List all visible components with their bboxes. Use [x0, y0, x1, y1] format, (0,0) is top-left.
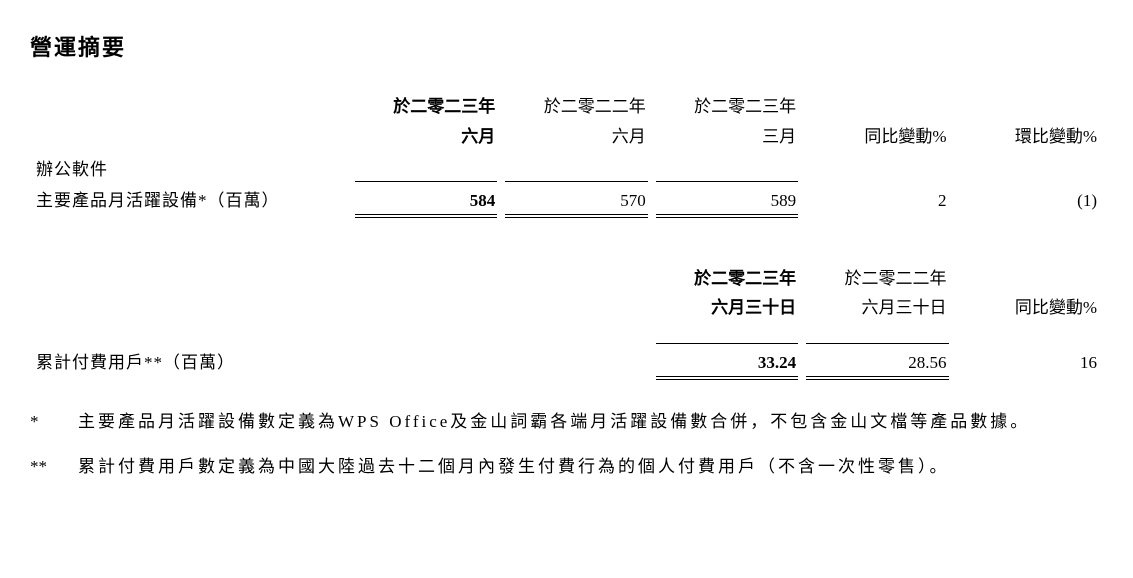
section-row: 辦公軟件 — [30, 152, 1103, 183]
t2-h1-l1: 於二零二三年 — [652, 264, 802, 294]
operating-table-1: 於二零二三年 於二零二二年 於二零二三年 同比變動% 環比變動% 六月 六月 三… — [30, 92, 1103, 246]
section-label: 辦公軟件 — [30, 152, 351, 183]
t1-v3: 589 — [652, 183, 802, 214]
t1-v4: 2 — [802, 183, 952, 214]
footnote-1-mark: * — [30, 408, 78, 435]
table2-header-row1: 於二零二三年 於二零二二年 同比變動% — [30, 264, 1103, 294]
t1-h2-l1: 於二零二二年 — [501, 92, 651, 122]
t1-h2-l2: 六月 — [501, 122, 651, 152]
t1-v2: 570 — [501, 183, 651, 214]
t1-v5: (1) — [953, 183, 1103, 214]
t1-row-label: 主要產品月活躍設備*（百萬） — [30, 183, 351, 214]
t2-row-label: 累計付費用戶**（百萬） — [30, 345, 351, 376]
t2-v3: 16 — [953, 345, 1103, 376]
footnote-2-text: 累計付費用戶數定義為中國大陸過去十二個月內發生付費行為的個人付費用戶（不含一次性… — [78, 453, 950, 480]
table2-header-row2: 六月三十日 六月三十日 — [30, 293, 1103, 323]
footnote-1-text: 主要產品月活躍設備數定義為WPS Office及金山詞霸各端月活躍設備數合併，不… — [78, 408, 1030, 435]
t1-h4: 同比變動% — [802, 92, 952, 152]
footnote-2: ** 累計付費用戶數定義為中國大陸過去十二個月內發生付費行為的個人付費用戶（不含… — [30, 453, 1103, 480]
t1-h1-l2: 六月 — [351, 122, 501, 152]
table2-data-row: 累計付費用戶**（百萬） 33.24 28.56 16 — [30, 345, 1103, 376]
t2-h3: 同比變動% — [953, 264, 1103, 324]
table1-data-row: 主要產品月活躍設備*（百萬） 584 570 589 2 (1) — [30, 183, 1103, 214]
t2-h2-l1: 於二零二二年 — [802, 264, 952, 294]
t2-v1: 33.24 — [652, 345, 802, 376]
operating-table-2: 於二零二三年 於二零二二年 同比變動% 六月三十日 六月三十日 累計付費用戶**… — [30, 264, 1103, 377]
footnote-2-mark: ** — [30, 453, 78, 480]
t2-h1-l2: 六月三十日 — [652, 293, 802, 323]
t1-h5: 環比變動% — [953, 92, 1103, 152]
t1-h3-l1: 於二零二三年 — [652, 92, 802, 122]
t2-v2: 28.56 — [802, 345, 952, 376]
page-title: 營運摘要 — [30, 30, 1103, 62]
t1-h3-l2: 三月 — [652, 122, 802, 152]
t1-h1-l1: 於二零二三年 — [351, 92, 501, 122]
table1-header-row1: 於二零二三年 於二零二二年 於二零二三年 同比變動% 環比變動% — [30, 92, 1103, 122]
footnote-1: * 主要產品月活躍設備數定義為WPS Office及金山詞霸各端月活躍設備數合併… — [30, 408, 1103, 435]
t2-h2-l2: 六月三十日 — [802, 293, 952, 323]
t1-v1: 584 — [351, 183, 501, 214]
footnotes: * 主要產品月活躍設備數定義為WPS Office及金山詞霸各端月活躍設備數合併… — [30, 408, 1103, 480]
